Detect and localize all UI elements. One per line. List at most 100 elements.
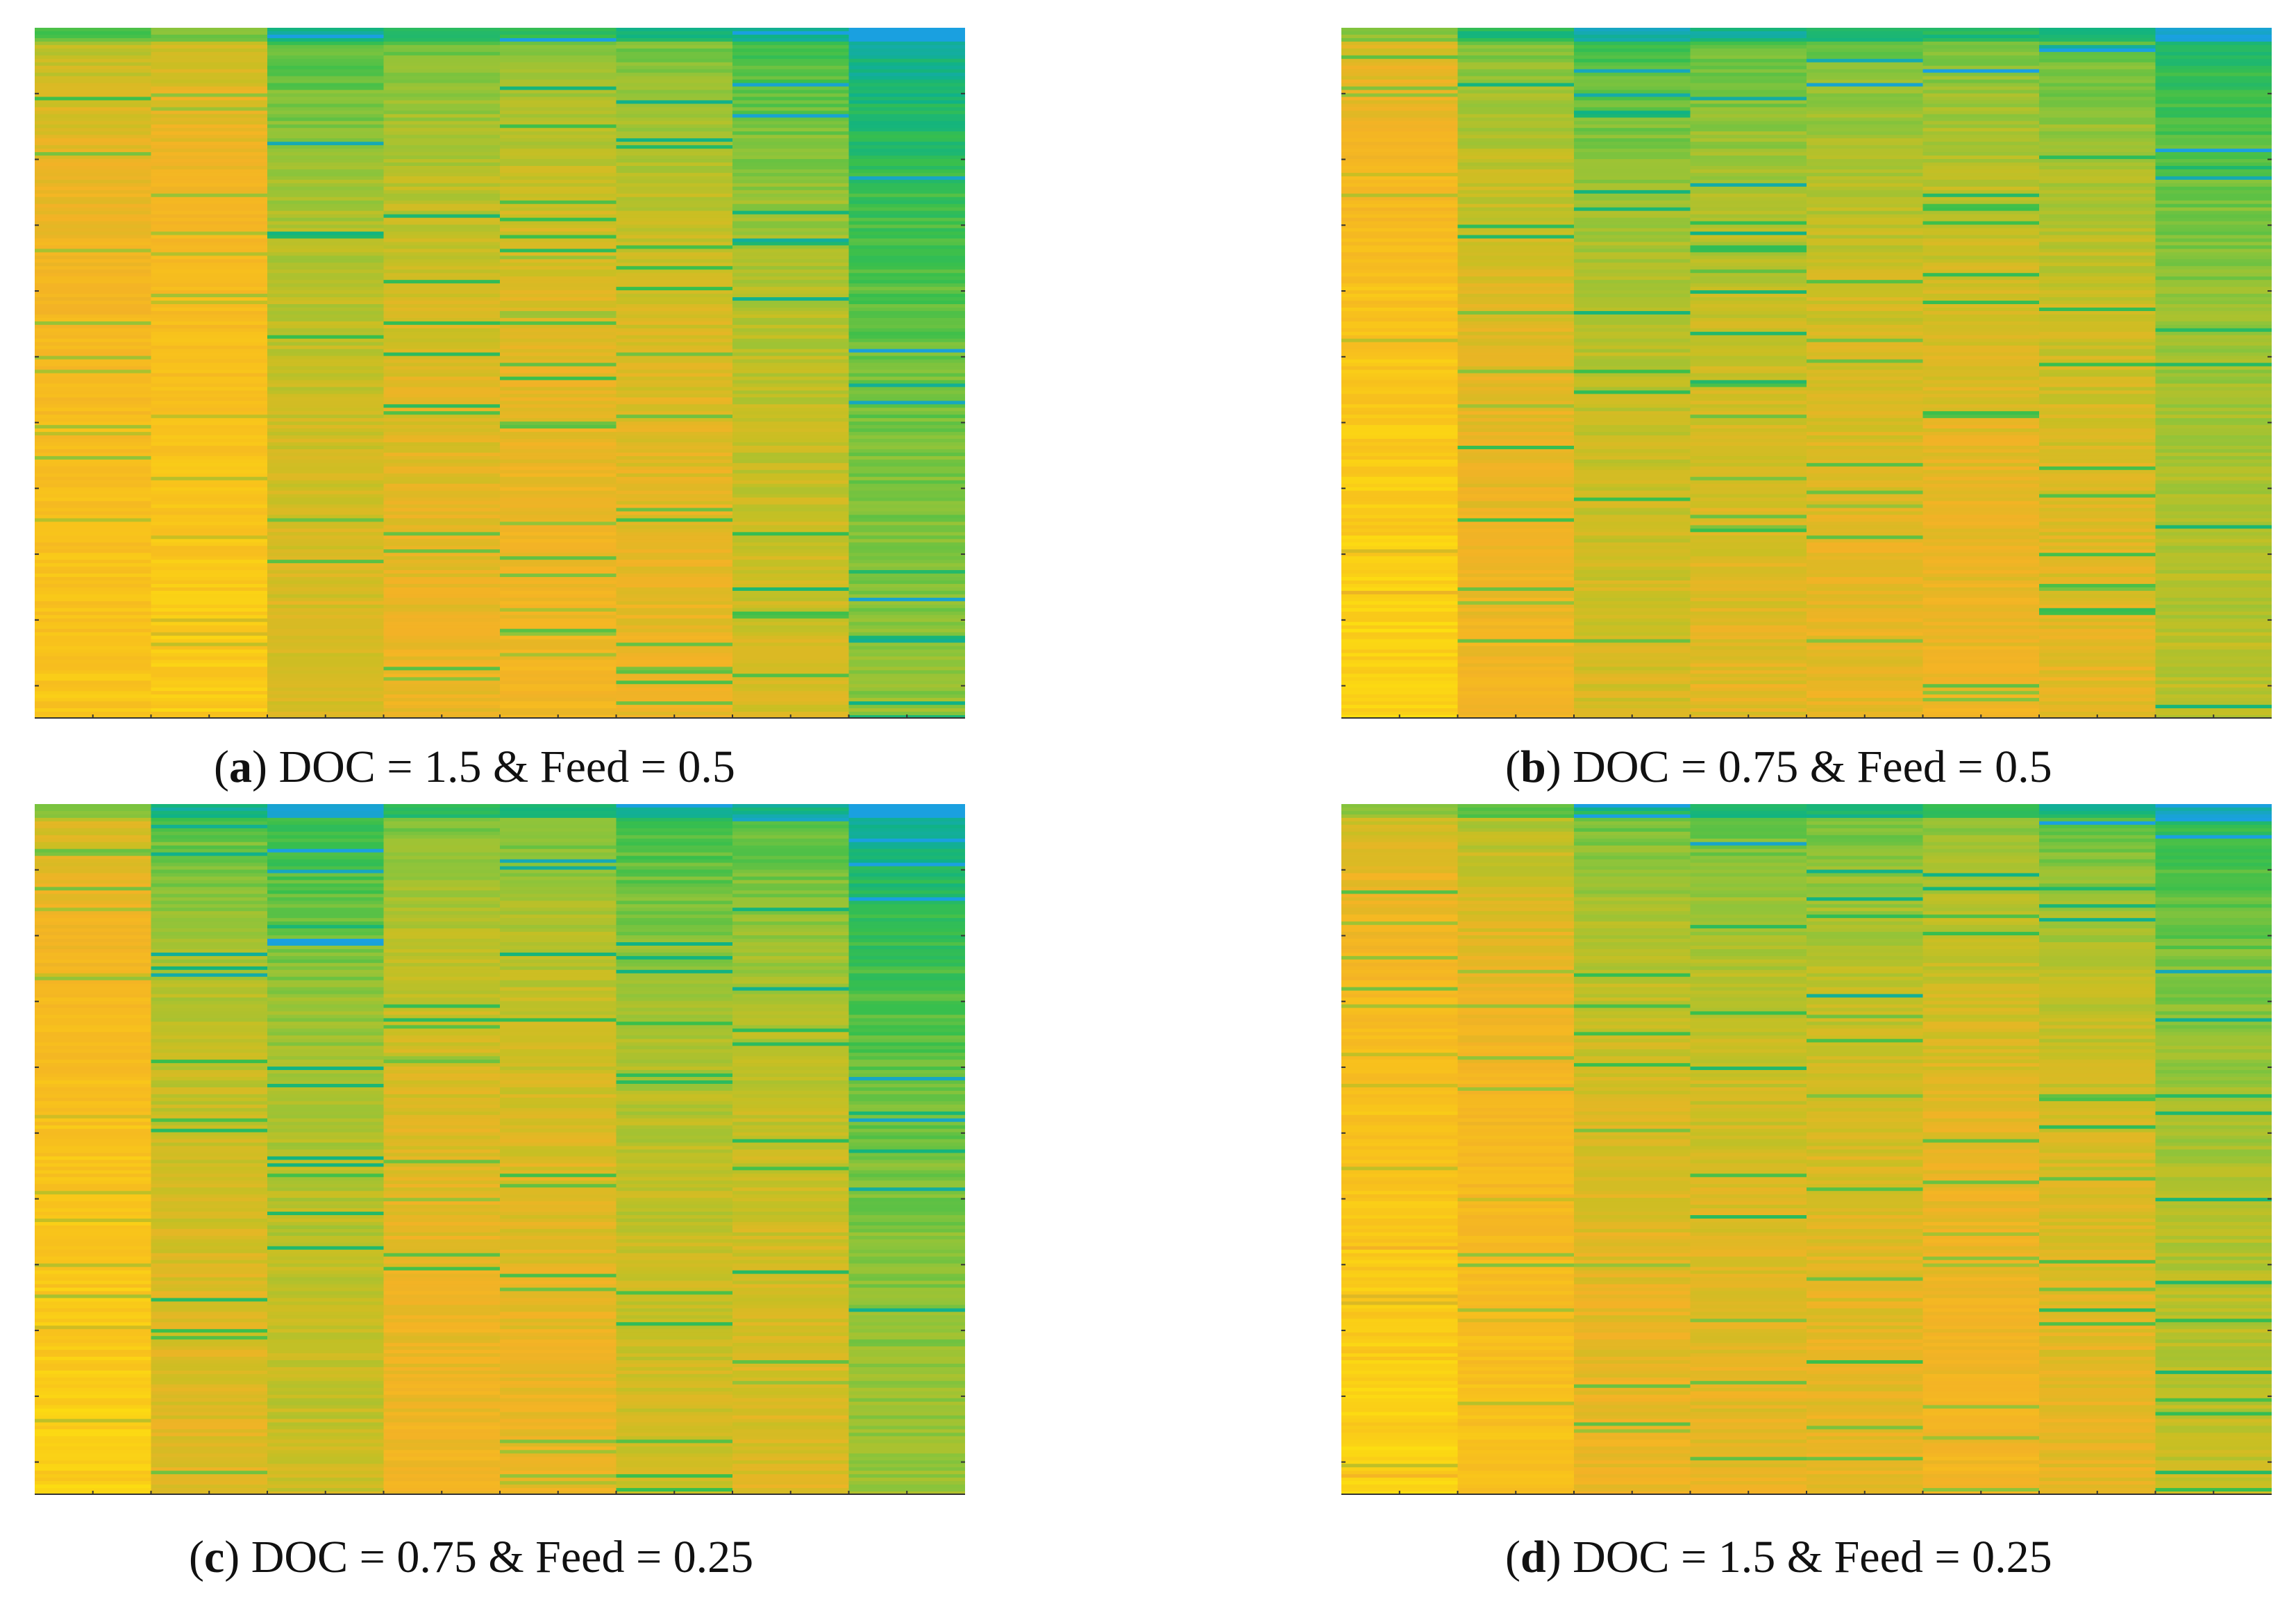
heatmap-cell <box>35 1360 152 1364</box>
heatmap-cell <box>267 1357 385 1361</box>
heatmap-cell <box>2155 259 2272 263</box>
heatmap-cell <box>1574 310 1691 315</box>
heatmap-cell <box>2039 301 2156 305</box>
heatmap-cell <box>848 387 965 391</box>
heatmap-cell <box>848 310 965 315</box>
heatmap-cell <box>848 1060 965 1064</box>
heatmap-cell <box>35 301 152 305</box>
heatmap-cell <box>151 1322 268 1326</box>
heatmap-cell <box>848 1225 965 1230</box>
heatmap-cell <box>2155 691 2272 695</box>
heatmap-cell <box>1690 314 1807 319</box>
heatmap-cell <box>500 380 617 385</box>
heatmap-cell <box>2155 618 2272 623</box>
heatmap-cell <box>616 628 733 633</box>
heatmap-cell <box>732 712 850 716</box>
heatmap-cell <box>151 328 268 333</box>
heatmap-cell <box>2039 435 2156 440</box>
heatmap-cell <box>151 90 268 94</box>
heatmap-cell <box>35 632 152 637</box>
heatmap-cell <box>383 169 501 174</box>
heatmap-cell <box>1457 262 1575 267</box>
heatmap-cell <box>732 193 850 198</box>
heatmap-cell <box>35 342 152 346</box>
heatmap-cell <box>732 1319 850 1323</box>
heatmap-cell <box>267 425 385 429</box>
heatmap-cell <box>500 44 617 49</box>
heatmap-cell <box>616 1170 733 1174</box>
heatmap-cell <box>267 966 385 971</box>
heatmap-cell <box>616 1432 733 1437</box>
heatmap-cell <box>35 1173 152 1178</box>
heatmap-cell <box>383 428 501 433</box>
heatmap-cell <box>267 670 385 674</box>
heatmap-cell <box>616 324 733 329</box>
heatmap-cell <box>1690 48 1807 53</box>
heatmap-cell <box>848 935 965 939</box>
heatmap-cell <box>35 1080 152 1085</box>
heatmap-b-svg <box>1341 28 2272 719</box>
heatmap-cell <box>35 304 152 308</box>
heatmap-cell <box>1807 310 1924 315</box>
heatmap-cell <box>267 179 385 184</box>
heatmap-cell <box>1807 31 1924 35</box>
heatmap-cell <box>1574 674 1691 678</box>
heatmap-cell <box>267 1294 385 1299</box>
heatmap-cell <box>35 418 152 422</box>
heatmap-cell <box>2155 684 2272 688</box>
heatmap-cell <box>35 459 152 464</box>
heatmap-cell <box>1690 415 1807 419</box>
heatmap-cell <box>383 587 501 592</box>
heatmap-cell <box>1574 618 1691 623</box>
heatmap-cell <box>500 1021 617 1026</box>
heatmap-cell <box>1922 328 2040 333</box>
heatmap-cell <box>848 701 965 705</box>
heatmap-cell <box>2039 639 2156 644</box>
heatmap-cell <box>616 1132 733 1137</box>
heatmap-cell <box>616 1101 733 1105</box>
heatmap-cell <box>1341 110 1459 115</box>
heatmap-cell <box>2039 369 2156 374</box>
heatmap-cell <box>732 1474 850 1478</box>
heatmap-cell <box>151 362 268 367</box>
heatmap-cell <box>383 1080 501 1085</box>
heatmap-cell <box>732 238 850 243</box>
heatmap-cell <box>1457 408 1575 412</box>
heatmap-cell <box>500 1080 617 1085</box>
heatmap-cell <box>732 494 850 499</box>
heatmap-cell <box>1807 48 1924 53</box>
heatmap-cell <box>267 31 385 35</box>
heatmap-cell <box>500 1087 617 1092</box>
heatmap-cell <box>383 238 501 243</box>
heatmap-cell <box>848 1319 965 1323</box>
heatmap-cell <box>1574 266 1691 270</box>
heatmap-cell <box>848 31 965 35</box>
heatmap-cell <box>500 567 617 571</box>
heatmap-cell <box>732 169 850 174</box>
heatmap-cell <box>35 28 152 32</box>
heatmap-cell <box>1922 556 2040 560</box>
heatmap-cell <box>1457 435 1575 440</box>
heatmap-cell <box>732 331 850 336</box>
heatmap-cell <box>1922 142 2040 146</box>
heatmap-cell <box>35 1007 152 1012</box>
heatmap-cell <box>1341 432 1459 436</box>
heatmap-cell <box>267 580 385 585</box>
heatmap-cell <box>616 190 733 194</box>
heatmap-cell <box>35 203 152 208</box>
heatmap-cell <box>267 848 385 853</box>
heatmap-cell <box>2039 44 2156 49</box>
heatmap-cell <box>151 1419 268 1423</box>
heatmap-cell <box>848 197 965 201</box>
heatmap-cell <box>2155 604 2272 609</box>
heatmap-cell <box>35 570 152 574</box>
heatmap-cell <box>1922 583 2040 588</box>
heatmap-cell <box>1574 521 1691 526</box>
heatmap-cell <box>383 156 501 160</box>
heatmap-cell <box>1922 449 2040 453</box>
heatmap-cell <box>1807 217 1924 222</box>
heatmap-cell <box>500 866 617 871</box>
heatmap-cell <box>383 1478 501 1482</box>
heatmap-cell <box>151 103 268 108</box>
heatmap-cell <box>848 862 965 867</box>
